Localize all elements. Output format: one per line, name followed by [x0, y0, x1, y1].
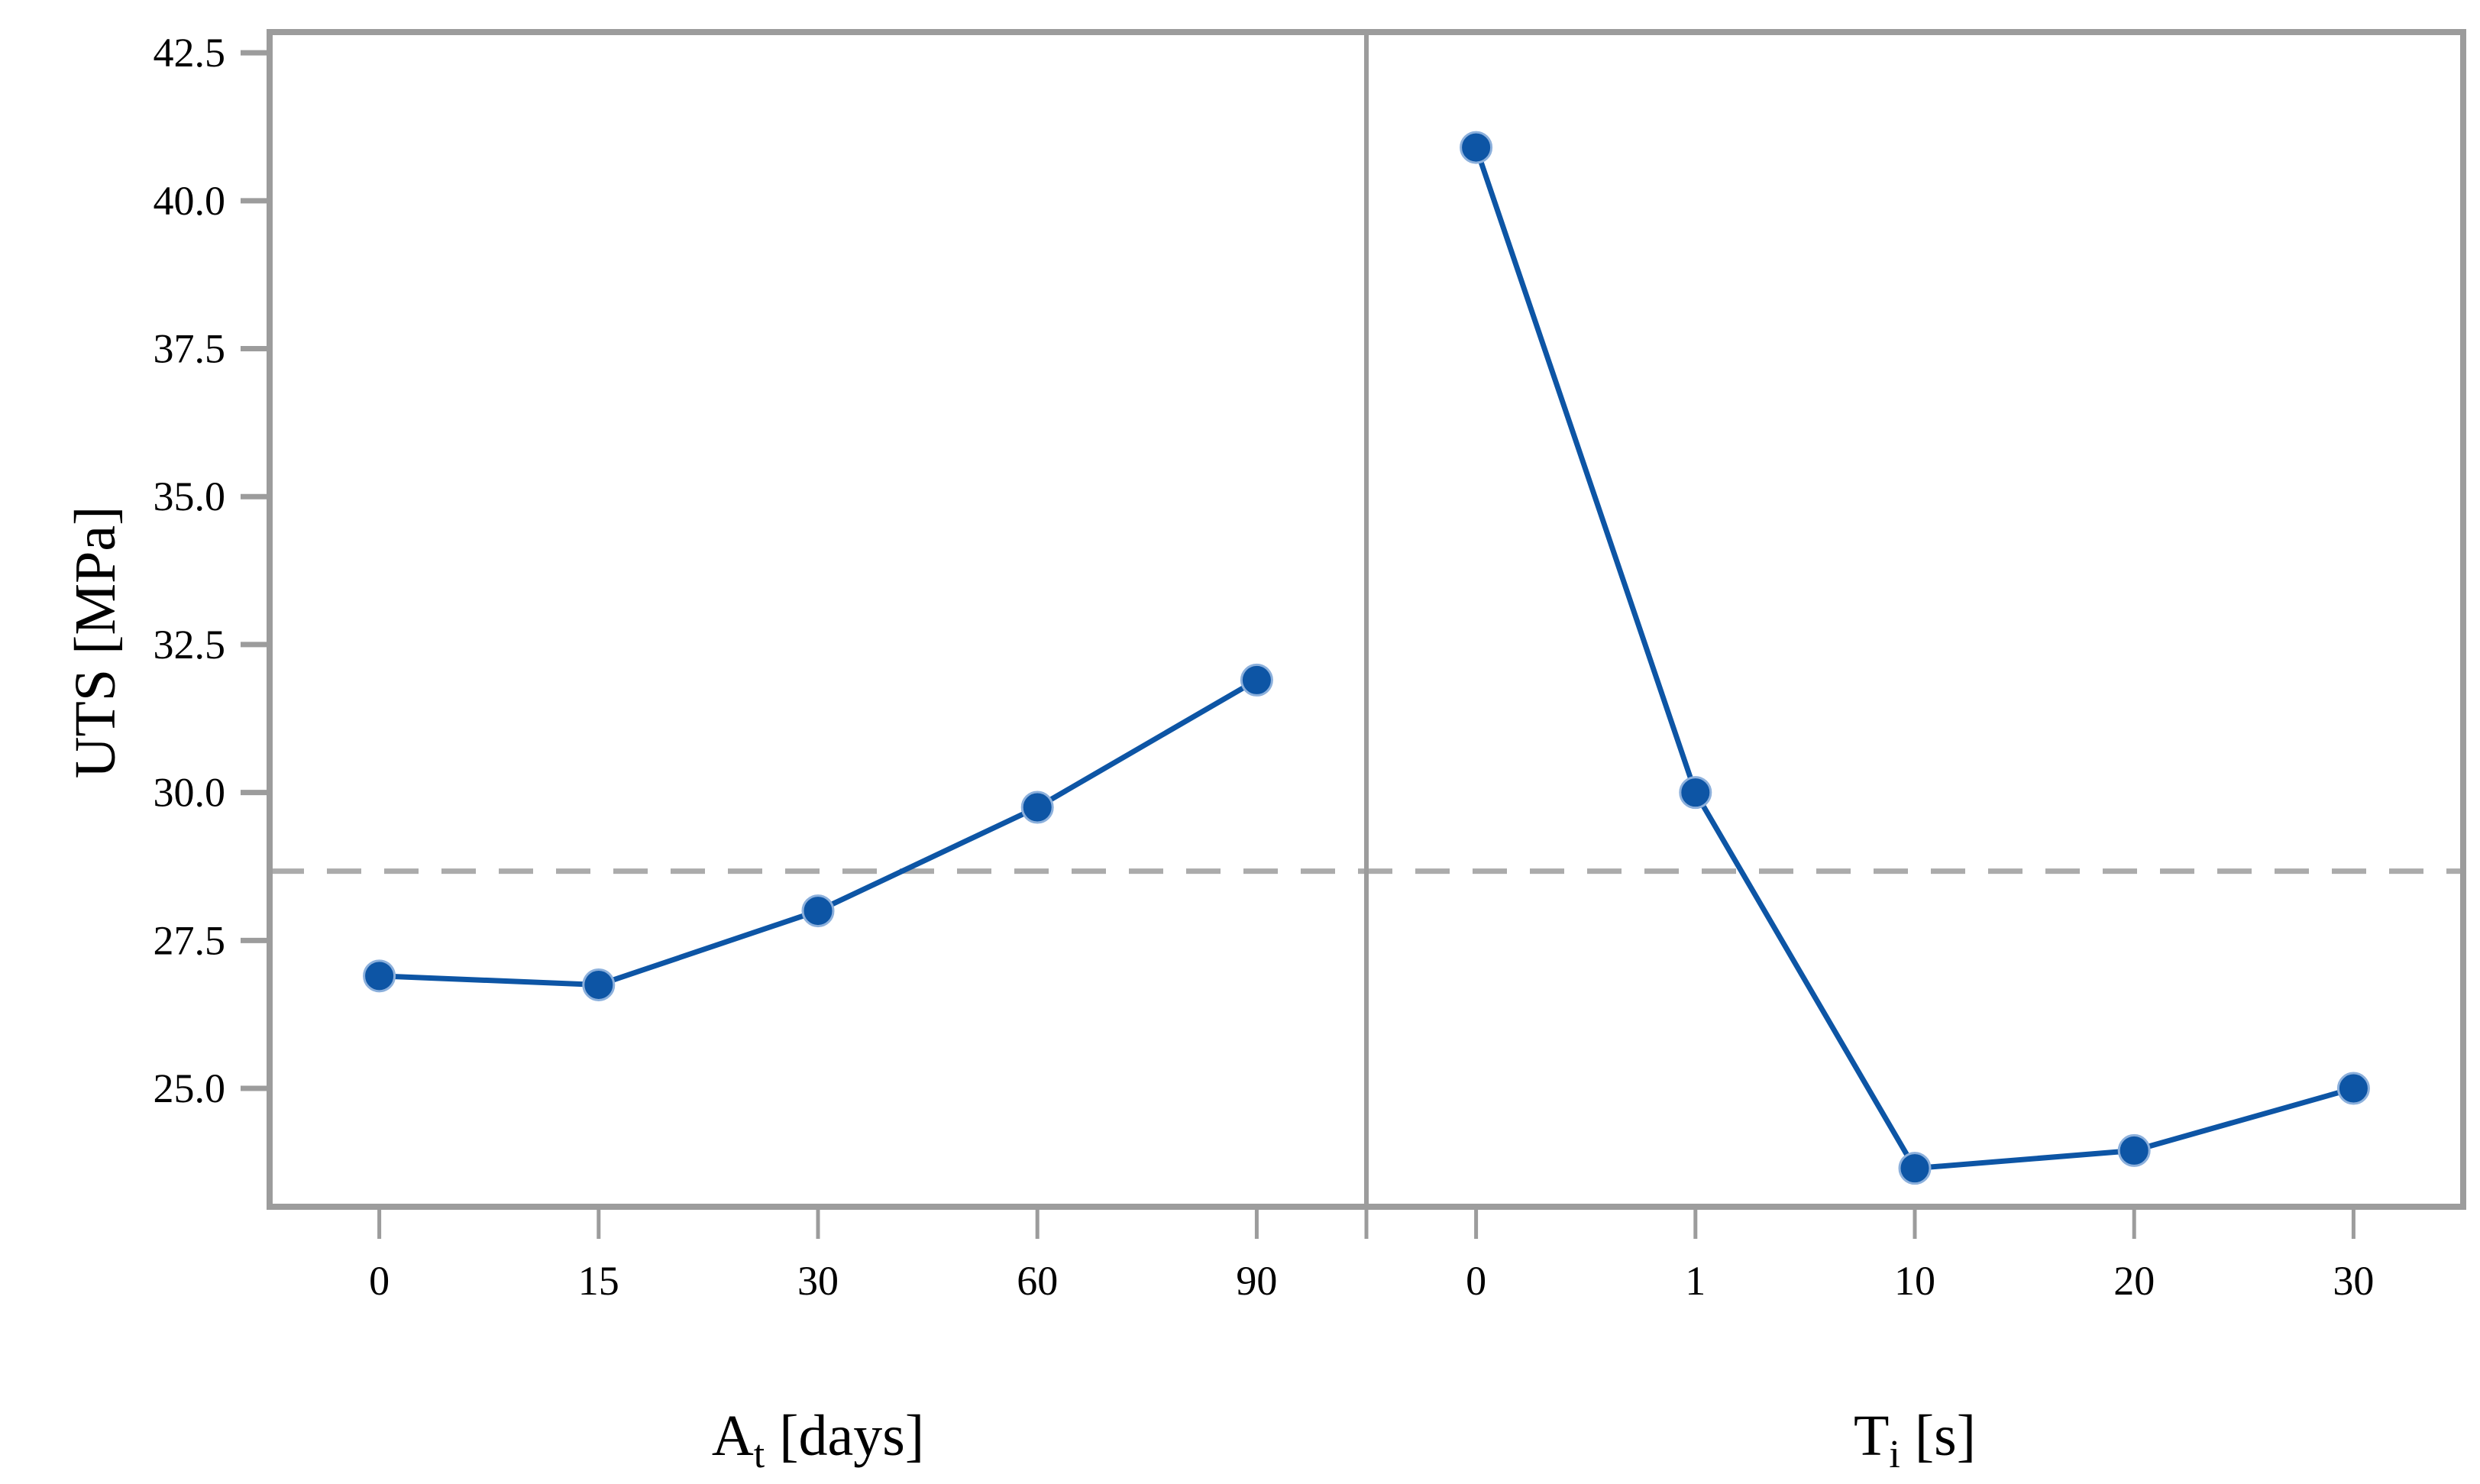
x-tick-label: 0 — [369, 1258, 390, 1304]
x-tick-label: 30 — [797, 1258, 839, 1304]
data-point-marker — [1020, 790, 1054, 824]
data-point-marker — [2117, 1133, 2151, 1167]
series-line — [379, 677, 1259, 988]
x-axis-title: At [days] — [712, 1404, 924, 1476]
y-tick-label: 42.5 — [154, 30, 226, 76]
data-point-marker — [1460, 131, 1493, 164]
x-axis-title: Ti [s] — [1854, 1404, 1976, 1476]
x-tick-label: 1 — [1685, 1258, 1706, 1304]
x-tick-label: 60 — [1017, 1258, 1058, 1304]
x-tick-label: 0 — [1466, 1258, 1486, 1304]
data-point-marker — [801, 894, 835, 928]
y-tick-label: 27.5 — [154, 917, 226, 963]
y-tick-label: 30.0 — [154, 770, 226, 816]
y-tick-label: 32.5 — [154, 622, 226, 668]
data-point-marker — [1898, 1152, 1932, 1185]
y-tick-label: 40.0 — [154, 178, 226, 224]
y-tick-label: 37.5 — [154, 326, 226, 372]
data-point-marker — [1240, 663, 1273, 697]
y-tick-label: 25.0 — [154, 1065, 226, 1111]
series-line — [1473, 146, 2355, 1172]
x-tick-label: 10 — [1894, 1258, 1935, 1304]
y-tick-label: 35.0 — [154, 474, 226, 519]
x-tick-label: 30 — [2333, 1258, 2374, 1304]
data-point-marker — [582, 968, 616, 1001]
data-point-marker — [1679, 776, 1712, 810]
data-point-marker — [363, 959, 396, 993]
y-axis-title: UTS [MPa] — [63, 506, 128, 779]
x-tick-label: 20 — [2113, 1258, 2155, 1304]
x-tick-label: 90 — [1236, 1258, 1277, 1304]
data-point-marker — [2336, 1072, 2370, 1105]
x-tick-label: 15 — [578, 1258, 619, 1304]
